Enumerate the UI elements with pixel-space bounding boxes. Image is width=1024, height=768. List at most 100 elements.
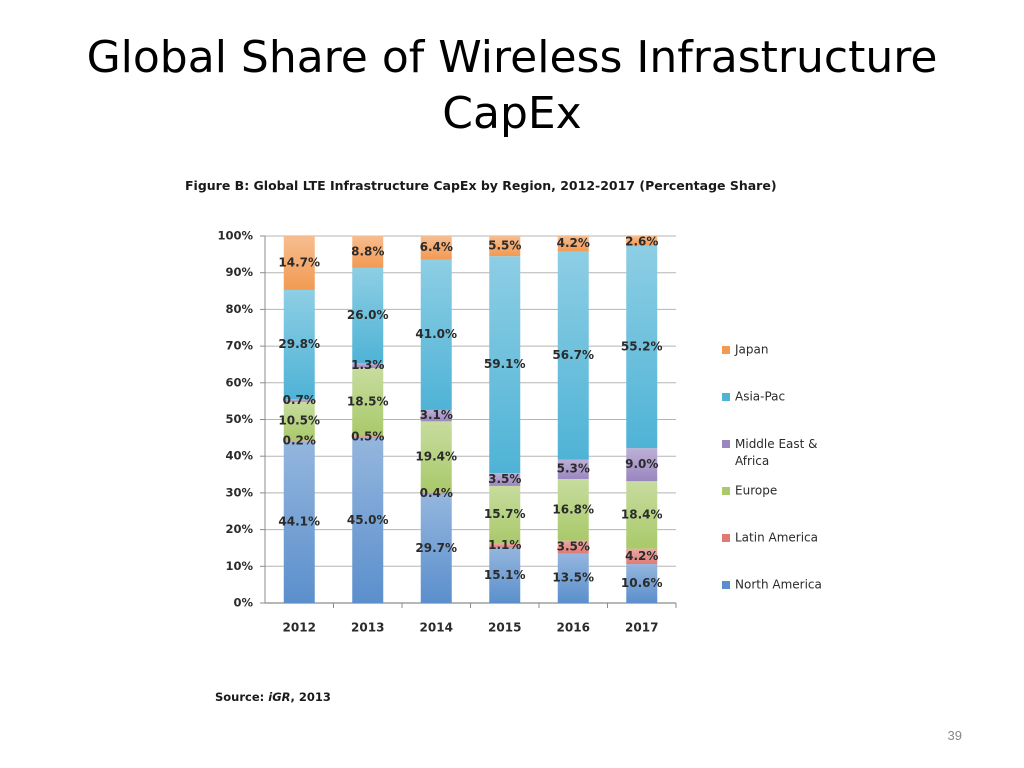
bar-segment-japan [352, 235, 384, 268]
legend-label-middle-east-africa: Middle East & Africa [735, 437, 818, 468]
bar-segment-middle-east-africa [420, 409, 452, 422]
data-label: 8.8% [351, 244, 384, 258]
bar-segment-latin-america [283, 440, 315, 442]
source-name: iGR [268, 690, 291, 704]
legend-swatch-europe [722, 487, 730, 495]
bar-segment-europe [283, 401, 315, 441]
legend-swatch-asia-pac [722, 393, 730, 401]
data-label: 4.2% [625, 549, 658, 563]
bar-segment-middle-east-africa [626, 448, 658, 482]
bar-segment-north-america [626, 564, 658, 603]
bar-segment-middle-east-africa [352, 363, 384, 369]
legend-label-latin-america: Latin America [735, 531, 818, 545]
data-label: 13.5% [552, 571, 594, 585]
data-label: 5.3% [557, 462, 590, 476]
legend-swatch-north-america [722, 581, 730, 589]
bar-segment-europe [626, 481, 658, 549]
data-label: 15.1% [484, 568, 526, 582]
data-label: 3.5% [557, 540, 590, 554]
y-tick-label: 60% [225, 375, 253, 389]
bar-segment-middle-east-africa [557, 459, 589, 479]
bar-segment-asia-pac [626, 245, 658, 449]
y-tick-label: 80% [225, 302, 253, 316]
legend-label-japan: Japan [734, 343, 768, 357]
data-label: 0.7% [283, 393, 316, 407]
x-tick-label: 2016 [557, 621, 590, 635]
y-tick-label: 10% [225, 559, 253, 573]
data-label: 26.0% [347, 308, 389, 322]
data-label: 16.8% [552, 502, 594, 516]
x-tick-label: 2013 [351, 621, 384, 635]
bar-segment-asia-pac [489, 256, 521, 474]
data-label: 14.7% [278, 255, 320, 269]
data-label: 19.4% [415, 449, 457, 463]
bar-segment-japan [557, 236, 589, 252]
data-label: 56.7% [552, 348, 594, 362]
bar-segment-latin-america [626, 548, 658, 565]
bar-segment-latin-america [352, 436, 384, 438]
data-label: 18.5% [347, 395, 389, 409]
legend-swatch-middle-east-africa [722, 440, 730, 448]
bar-segment-asia-pac [557, 251, 589, 460]
bar-segment-latin-america [489, 543, 521, 548]
data-label: 29.8% [278, 337, 320, 351]
x-tick-label: 2015 [488, 621, 521, 635]
legend-label-asia-pac: Asia-Pac [735, 390, 785, 404]
bar-segment-japan [489, 236, 521, 257]
y-tick-label: 20% [225, 522, 253, 536]
source-label: Source: [215, 690, 269, 704]
x-tick-label: 2012 [283, 621, 316, 635]
legend-label-europe: Europe [735, 484, 777, 498]
bar-segment-europe [352, 368, 384, 437]
bar-segment-asia-pac [283, 289, 315, 400]
data-label: 41.0% [415, 327, 457, 341]
data-label: 44.1% [278, 515, 320, 529]
bar-segment-europe [489, 485, 521, 544]
y-tick-label: 70% [225, 339, 253, 353]
y-tick-label: 90% [225, 265, 253, 279]
data-label: 0.2% [283, 433, 316, 447]
data-label: 15.7% [484, 507, 526, 521]
bar-segment-north-america [352, 437, 384, 603]
bar-segment-japan [420, 236, 452, 260]
bar-segment-north-america [557, 553, 589, 603]
data-label: 45.0% [347, 513, 389, 527]
bar-segment-europe [420, 421, 452, 493]
y-tick-label: 100% [217, 229, 253, 243]
data-label: 9.0% [625, 457, 658, 471]
data-label: 29.7% [415, 541, 457, 555]
x-tick-label: 2014 [420, 621, 453, 635]
data-label: 3.1% [420, 408, 453, 422]
y-tick-label: 40% [225, 449, 253, 463]
data-label: 4.2% [557, 236, 590, 250]
data-label: 0.5% [351, 429, 384, 443]
slide-title-line-1: Global Share of Wireless Infrastructure [86, 32, 938, 83]
bar-segment-north-america [283, 441, 315, 603]
source-note: Source: iGR, 2013 [215, 690, 331, 704]
data-label: 3.5% [488, 472, 521, 486]
chart-title: Figure B: Global LTE Infrastructure CapE… [185, 178, 777, 193]
data-label: 0.4% [420, 486, 453, 500]
bar-segment-middle-east-africa [489, 473, 521, 486]
legend-swatch-latin-america [722, 534, 730, 542]
data-label: 10.5% [278, 414, 320, 428]
x-tick-label: 2017 [625, 621, 658, 635]
bar-segment-asia-pac [352, 267, 384, 364]
slide-title: Global Share of Wireless Infrastructure … [0, 30, 1024, 142]
data-label: 18.4% [621, 507, 663, 521]
bar-segment-europe [557, 478, 589, 541]
page-number: 39 [947, 728, 962, 743]
bar-segment-japan [283, 236, 315, 290]
legend-swatch-japan [722, 346, 730, 354]
source-year: , 2013 [290, 690, 331, 704]
bar-segment-japan [626, 236, 658, 246]
bar-segment-north-america [489, 547, 521, 603]
bar-segment-latin-america [557, 540, 589, 554]
bar-segment-middle-east-africa [283, 399, 315, 402]
y-tick-label: 0% [233, 596, 253, 610]
slide-title-line-2: CapEx [442, 88, 582, 139]
data-label: 6.4% [420, 240, 453, 254]
bar-segment-asia-pac [420, 259, 452, 410]
data-label: 5.5% [488, 239, 521, 253]
